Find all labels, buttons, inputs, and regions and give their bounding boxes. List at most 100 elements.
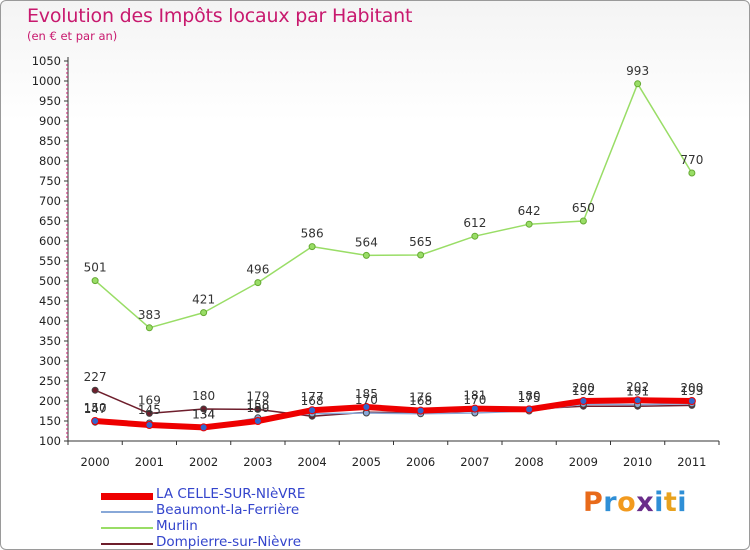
y-tick-label: 350: [39, 334, 61, 348]
data-point-la-celle-sur-ni-vre: [145, 421, 154, 429]
legend-swatch: [101, 492, 153, 500]
logo-letter: r: [603, 487, 618, 518]
y-tick-label: 600: [39, 234, 61, 248]
data-label-la-celle-sur-ni-vre: 202: [626, 380, 649, 394]
data-label-beaumont-la-ferri-re: 192: [572, 384, 595, 398]
y-tick-label: 950: [39, 94, 61, 108]
x-tick-label: 2006: [406, 455, 435, 469]
logo-letter: P: [583, 487, 604, 518]
y-tick-label: 800: [39, 154, 61, 168]
data-point-la-celle-sur-ni-vre: [633, 396, 642, 405]
data-label-beaumont-la-ferri-re: 170: [355, 393, 378, 407]
data-label-la-celle-sur-ni-vre: 177: [301, 390, 324, 404]
data-point-la-celle-sur-ni-vre: [362, 403, 371, 411]
data-label-murlin: 612: [463, 216, 486, 230]
y-tick-label: 850: [39, 134, 61, 148]
data-label-murlin: 383: [138, 308, 161, 322]
legend-label: Dompierre-sur-Nièvre: [156, 534, 302, 550]
y-tick-label: 250: [39, 374, 61, 388]
data-label-la-celle-sur-ni-vre: 200: [680, 381, 703, 395]
y-tick-label: 450: [39, 294, 61, 308]
data-point-dompierre-sur-ni-vre: [145, 409, 153, 417]
data-label-beaumont-la-ferri-re: 168: [409, 394, 432, 408]
chart-subtitle: (en € et par an): [27, 29, 118, 43]
data-label-la-celle-sur-ni-vre: 176: [409, 391, 432, 405]
x-tick-label: 2005: [352, 455, 381, 469]
data-label-murlin: 993: [626, 64, 649, 78]
y-tick-label: 400: [39, 314, 61, 328]
data-label-la-celle-sur-ni-vre: 181: [463, 389, 486, 403]
data-label-beaumont-la-ferri-re: 168: [301, 394, 324, 408]
data-label-dompierre-sur-ni-vre: 180: [518, 389, 541, 403]
data-point-la-celle-sur-ni-vre: [91, 417, 100, 425]
x-tick-label: 2011: [677, 455, 706, 469]
series-line-dompierre-sur-ni-vre: [94, 389, 692, 417]
data-point-murlin: [362, 251, 370, 259]
data-point-murlin: [579, 217, 587, 225]
data-label-murlin: 501: [84, 261, 107, 275]
logo-letter: t: [663, 487, 678, 518]
data-label-murlin: 421: [192, 293, 215, 307]
y-tick-label: 700: [39, 194, 61, 208]
data-label-murlin: 770: [680, 153, 703, 167]
data-point-murlin: [525, 220, 533, 228]
data-point-la-celle-sur-ni-vre: [687, 397, 696, 405]
data-point-dompierre-sur-ni-vre: [200, 405, 208, 413]
x-tick-label: 2001: [135, 455, 164, 469]
data-label-la-celle-sur-ni-vre: 150: [246, 401, 269, 415]
data-point-la-celle-sur-ni-vre: [253, 417, 262, 425]
data-label-dompierre-sur-ni-vre: 227: [84, 370, 107, 384]
chart-title: Evolution des Impôts locaux par Habitant: [27, 5, 413, 27]
data-point-murlin: [471, 232, 479, 240]
data-label-dompierre-sur-ni-vre: 180: [192, 389, 215, 403]
y-tick-label: 100: [39, 434, 61, 448]
y-tick-label: 750: [39, 174, 61, 188]
y-tick-label: 650: [39, 214, 61, 228]
data-point-la-celle-sur-ni-vre: [416, 406, 425, 415]
data-label-beaumont-la-ferri-re: 170: [463, 393, 486, 407]
data-label-beaumont-la-ferri-re: 191: [626, 385, 649, 399]
logo-letter: o: [617, 487, 637, 518]
legend-swatch: [101, 527, 153, 529]
data-label-beaumont-la-ferri-re: 158: [246, 398, 269, 412]
data-label-dompierre-sur-ni-vre: 179: [246, 389, 269, 403]
y-tick-label: 1050: [32, 54, 61, 68]
x-tick-label: 2002: [189, 455, 218, 469]
y-tick-label: 300: [39, 354, 61, 368]
logo-letter: i: [654, 487, 664, 518]
data-point-la-celle-sur-ni-vre: [579, 397, 588, 405]
legend-swatch: [101, 511, 153, 513]
data-label-beaumont-la-ferri-re: 193: [680, 384, 703, 398]
data-label-murlin: 564: [355, 235, 378, 249]
x-tick-label: 2004: [297, 455, 326, 469]
data-label-beaumont-la-ferri-re: 175: [518, 391, 541, 405]
data-label-beaumont-la-ferri-re: 145: [138, 403, 161, 417]
data-point-murlin: [417, 251, 425, 259]
logo-letter: x: [636, 487, 655, 518]
legend-label: Murlin: [156, 518, 198, 534]
data-label-murlin: 642: [518, 204, 541, 218]
data-point-murlin: [634, 80, 642, 88]
data-label-beaumont-la-ferri-re: 147: [84, 402, 107, 416]
data-point-murlin: [145, 324, 153, 332]
y-tick-label: 200: [39, 394, 61, 408]
data-label-la-celle-sur-ni-vre: 150: [84, 401, 107, 415]
data-point-murlin: [308, 243, 316, 251]
data-label-dompierre-sur-ni-vre: 169: [138, 393, 161, 407]
y-tick-label: 1000: [32, 74, 61, 88]
x-tick-label: 2007: [460, 455, 489, 469]
data-point-la-celle-sur-ni-vre: [199, 423, 208, 432]
data-point-murlin: [200, 309, 208, 317]
data-point-murlin: [91, 277, 99, 285]
data-label-murlin: 586: [301, 227, 324, 241]
data-point-la-celle-sur-ni-vre: [308, 406, 317, 415]
logo-letter: i: [677, 487, 688, 518]
y-tick-label: 500: [39, 274, 61, 288]
data-label-beaumont-la-ferri-re: 134: [192, 407, 215, 421]
y-tick-label: 550: [39, 254, 61, 268]
data-label-murlin: 650: [572, 201, 595, 215]
x-tick-label: 2010: [623, 455, 652, 469]
data-point-la-celle-sur-ni-vre: [470, 404, 479, 413]
